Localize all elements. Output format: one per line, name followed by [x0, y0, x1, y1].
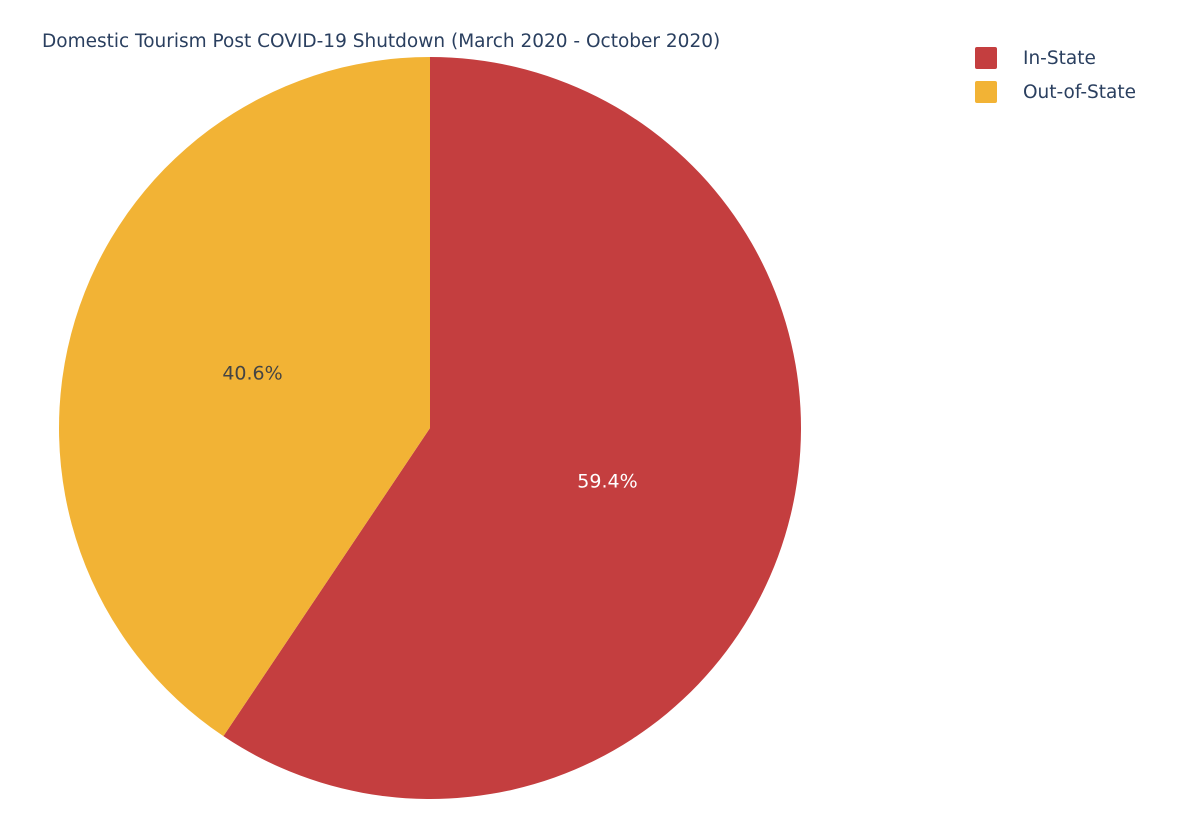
pie-slice-in-state[interactable] [223, 57, 802, 799]
pie-slice-out-of-state[interactable] [59, 57, 431, 737]
pie-slices [59, 57, 802, 799]
legend-label-out-of-state: Out-of-State [1023, 81, 1137, 103]
chart-title: Domestic Tourism Post COVID-19 Shutdown … [42, 31, 721, 52]
pie-slice-label-in-state: 59.4% [577, 470, 637, 492]
legend-label-in-state: In-State [1023, 47, 1096, 69]
legend-item-out-of-state[interactable]: Out-of-State [975, 75, 1136, 109]
legend-swatch-in-state [975, 47, 997, 69]
legend-item-in-state[interactable]: In-State [975, 41, 1136, 75]
pie-slice-label-out-of-state: 40.6% [222, 363, 282, 385]
pie-slice-labels: 59.4% 40.6% [222, 363, 637, 493]
legend: In-State Out-of-State [975, 41, 1136, 109]
legend-swatch-out-of-state [975, 81, 997, 103]
